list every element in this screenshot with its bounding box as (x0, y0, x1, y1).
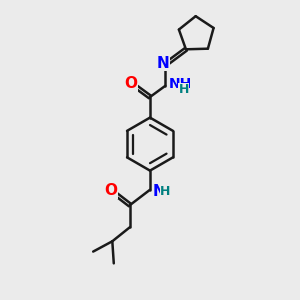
Text: O: O (104, 183, 117, 198)
Text: NH: NH (168, 77, 191, 91)
Text: N: N (153, 184, 166, 199)
Text: H: H (178, 83, 189, 96)
Text: H: H (160, 185, 170, 198)
Text: O: O (124, 76, 137, 91)
Text: N: N (157, 56, 169, 70)
